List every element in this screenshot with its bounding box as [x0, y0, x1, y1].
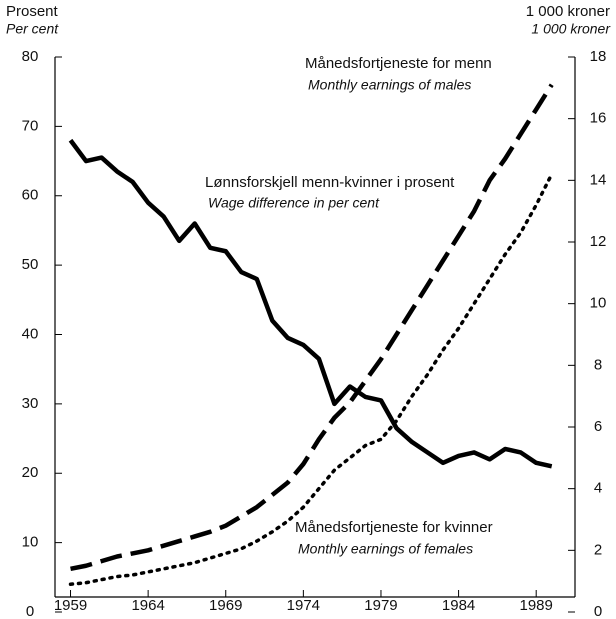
series-label: Lønnsforskjell menn-kvinner i prosent: [205, 174, 455, 191]
series-label: Månedsfortjeneste for menn: [305, 55, 492, 72]
x-tick-label: 1974: [287, 597, 320, 614]
y-tick-label: 10: [22, 534, 39, 551]
x-tick-label: 1964: [131, 597, 164, 614]
series-label: Månedsfortjeneste for kvinner: [295, 519, 493, 536]
y2-tick-label: 10: [590, 295, 607, 312]
y-tick-label: 60: [22, 187, 39, 204]
y-tick-label: 50: [22, 256, 39, 273]
series-label-en: Monthly earnings of females: [298, 541, 473, 557]
left-axis-label: Prosent: [6, 3, 59, 20]
line-series: [68, 172, 554, 586]
y-tick-label: 20: [22, 464, 39, 481]
line-series: [70, 83, 554, 572]
y2-tick-label: 18: [590, 48, 607, 65]
series-label-en: Wage difference in per cent: [208, 195, 380, 211]
y2-tick-label: 0: [594, 603, 602, 619]
right-axis-label: 1 000 kroner: [526, 3, 610, 20]
y2-tick-label: 4: [594, 480, 602, 497]
line-series: [68, 138, 553, 469]
y-tick-label: 0: [26, 603, 34, 619]
x-tick-label: 1979: [364, 597, 397, 614]
series-label-en: Monthly earnings of males: [308, 77, 471, 93]
x-tick-label: 1959: [54, 597, 87, 614]
y2-tick-label: 14: [590, 171, 607, 188]
right-axis-label-en: 1 000 kroner: [531, 21, 611, 37]
y2-tick-label: 8: [594, 356, 602, 373]
y-tick-label: 40: [22, 325, 39, 342]
x-tick-label: 1984: [442, 597, 475, 614]
y2-tick-label: 2: [594, 541, 602, 558]
x-tick-label: 1989: [520, 597, 553, 614]
left-axis-label-en: Per cent: [6, 21, 59, 37]
y-tick-label: 30: [22, 395, 39, 412]
y2-tick-label: 6: [594, 418, 602, 435]
y2-tick-label: 12: [590, 233, 607, 250]
x-tick-label: 1969: [209, 597, 242, 614]
y-tick-label: 70: [22, 117, 39, 134]
y2-tick-label: 16: [590, 110, 607, 127]
y-tick-label: 80: [22, 48, 39, 65]
